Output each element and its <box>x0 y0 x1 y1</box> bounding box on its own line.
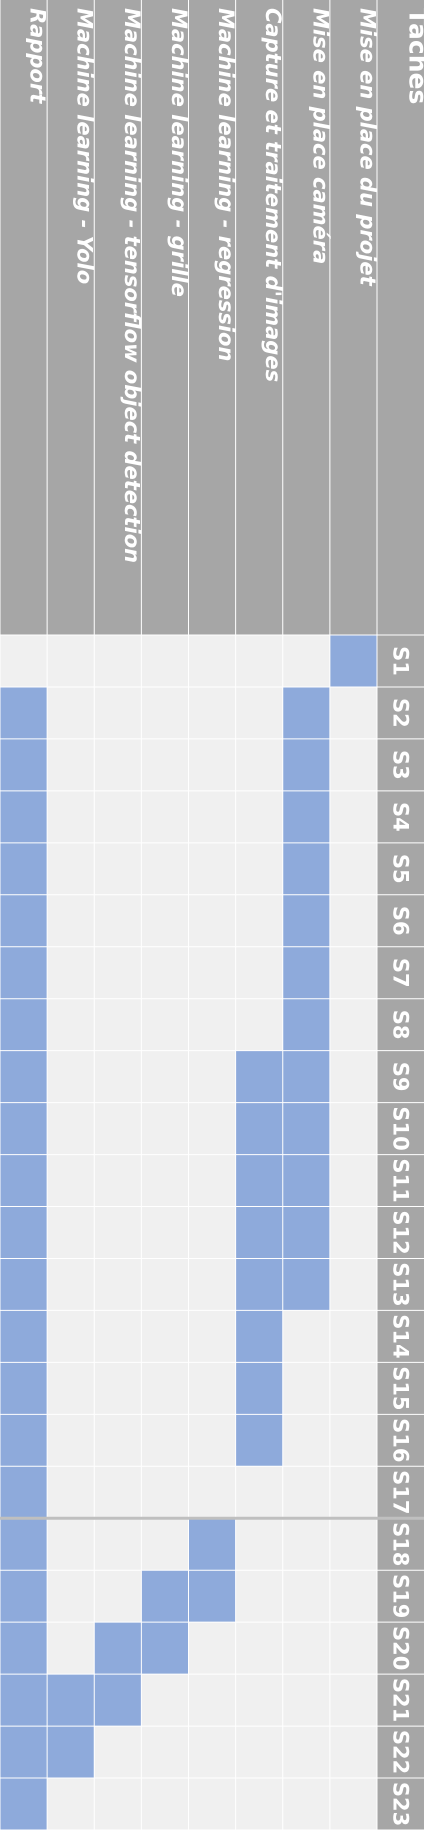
gantt-bar-cell <box>0 842 48 895</box>
gantt-bar-cell <box>0 1674 48 1727</box>
task-label-background <box>0 0 424 635</box>
week-label: S16 <box>389 1418 413 1462</box>
gantt-bar-cell <box>0 946 48 999</box>
week-label: S7 <box>389 958 413 988</box>
gantt-bar-cell <box>94 1674 142 1727</box>
gantt-bar-cell <box>282 790 330 843</box>
week-label: S1 <box>389 646 413 676</box>
week-label: S3 <box>389 750 413 780</box>
gantt-bar-cell <box>0 1206 48 1259</box>
task-label: Machine learning - tensorflow object det… <box>120 8 144 563</box>
week-label: S6 <box>389 906 413 936</box>
gantt-bar-cell <box>235 1102 283 1155</box>
task-label: Machine learning - regression <box>214 8 238 361</box>
gantt-bar-cell <box>0 1362 48 1415</box>
gantt-bar-cell <box>0 1414 48 1467</box>
gantt-bar-cell <box>235 1414 283 1467</box>
gantt-bar-cell <box>0 1050 48 1103</box>
gantt-bar-cell <box>0 1310 48 1363</box>
week-label: S13 <box>389 1262 413 1306</box>
week-label: S2 <box>389 698 413 728</box>
gantt-bar-cell <box>282 894 330 947</box>
task-label: Capture et traitement d'images <box>261 8 285 382</box>
gantt-bar-cell <box>0 1778 48 1830</box>
week-label: S23 <box>389 1782 413 1826</box>
gantt-bar-cell <box>0 1154 48 1207</box>
week-label: S19 <box>389 1574 413 1618</box>
gantt-bar-cell <box>188 1570 236 1623</box>
header-title: Tâches <box>404 8 424 104</box>
gantt-bar-cell <box>0 1570 48 1623</box>
task-label: Mise en place caméra <box>308 8 332 264</box>
gantt-bar-cell <box>282 686 330 739</box>
gantt-bar-cell <box>0 738 48 791</box>
week-label: S10 <box>389 1106 413 1150</box>
gantt-bar-cell <box>94 1622 142 1675</box>
week-label: S21 <box>389 1678 413 1722</box>
gantt-bar-cell <box>0 686 48 739</box>
gantt-bar-cell <box>0 1622 48 1675</box>
week-label: S15 <box>389 1366 413 1410</box>
week-label: S11 <box>389 1158 413 1202</box>
task-label: Machine learning - grille <box>167 8 191 297</box>
week-label: S8 <box>389 1010 413 1040</box>
gantt-bar-cell <box>282 998 330 1051</box>
gantt-bar-cell <box>282 946 330 999</box>
gantt-bar-cell <box>235 1154 283 1207</box>
week-label: S9 <box>389 1062 413 1092</box>
gantt-bar-cell <box>188 1518 236 1571</box>
week-label: S20 <box>389 1626 413 1670</box>
gantt-bar-cell <box>235 1258 283 1311</box>
task-label: Rapport <box>26 8 50 104</box>
week-label: S5 <box>389 854 413 884</box>
gantt-bar-cell <box>0 998 48 1051</box>
week-header-background <box>377 0 424 1830</box>
gantt-bar-cell <box>0 790 48 843</box>
gantt-bar-cell <box>141 1570 189 1623</box>
gantt-bar-cell <box>282 1102 330 1155</box>
gantt-bar-cell <box>235 1310 283 1363</box>
gantt-bar-cell <box>47 1726 95 1779</box>
gantt-bar-cell <box>0 1518 48 1571</box>
gantt-bar-cell <box>235 1050 283 1103</box>
gantt-bar-cell <box>282 842 330 895</box>
gantt-bar-cell <box>282 1050 330 1103</box>
week-label: S17 <box>389 1470 413 1514</box>
week-label: S14 <box>389 1314 413 1358</box>
gantt-bar-cell <box>282 1154 330 1207</box>
week-label: S18 <box>389 1522 413 1566</box>
gantt-bar-cell <box>282 738 330 791</box>
gantt-bar-cell <box>0 894 48 947</box>
gantt-bar-cell <box>282 1206 330 1259</box>
gantt-bar-cell <box>141 1622 189 1675</box>
gantt-bar-cell <box>282 1258 330 1311</box>
gantt-bar-cell <box>235 1206 283 1259</box>
gantt-bar-cell <box>329 635 377 687</box>
task-label: Mise en place du projet <box>355 8 379 287</box>
gantt-bar-cell <box>0 1726 48 1779</box>
gantt-bar-cell <box>0 1258 48 1311</box>
week-label: S12 <box>389 1210 413 1254</box>
gantt-bar-cell <box>0 1102 48 1155</box>
gantt-bar-cell <box>47 1674 95 1727</box>
task-label: Machine learning - Yolo <box>73 8 97 284</box>
gantt-bar-cell <box>0 1466 48 1519</box>
week-label: S4 <box>389 802 413 832</box>
gantt-bar-cell <box>235 1362 283 1415</box>
week-label: S22 <box>389 1730 413 1774</box>
